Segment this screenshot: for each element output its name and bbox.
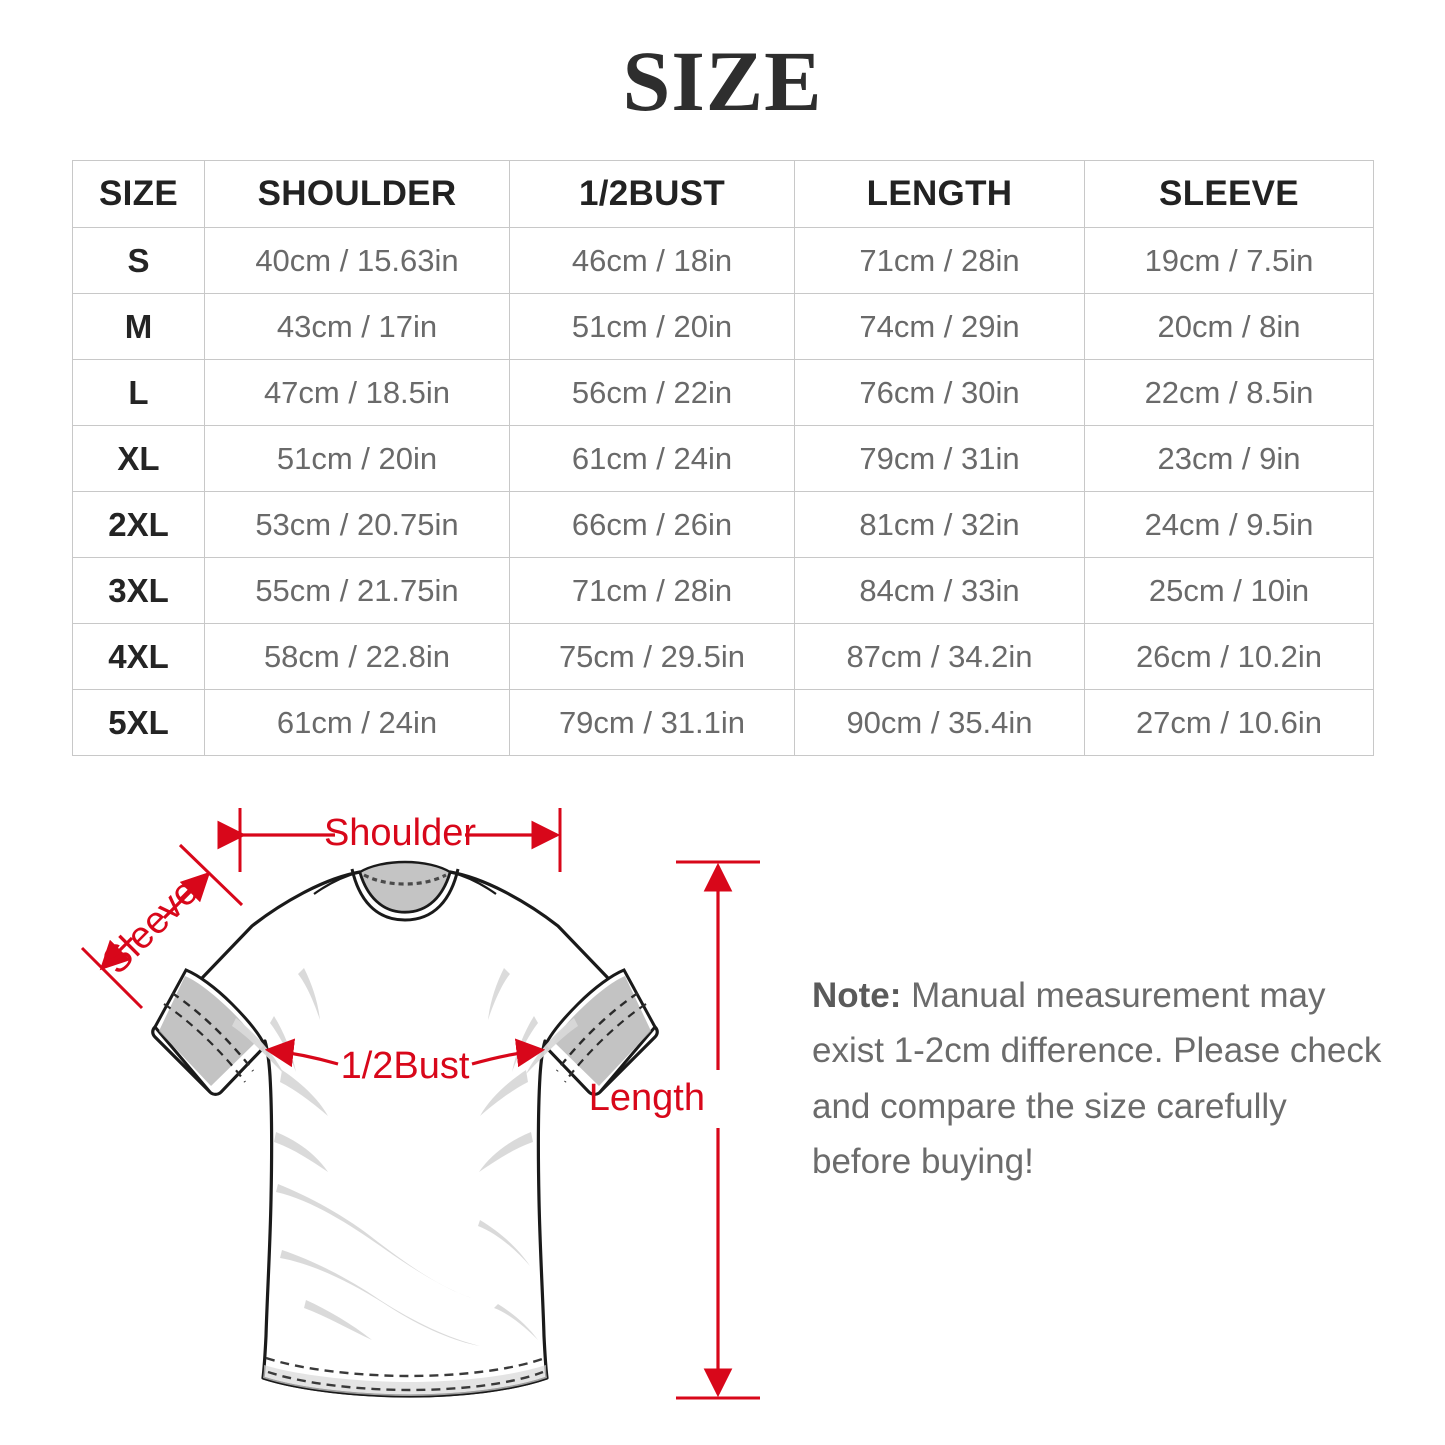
cell-size: S [72, 227, 205, 294]
table-row: 2XL 53cm / 20.75in 66cm / 26in 81cm / 32… [72, 491, 1374, 558]
page-title: SIZE [622, 33, 823, 129]
table-header-row: SIZE SHOULDER 1/2BUST LENGTH SLEEVE [72, 160, 1374, 228]
length-label: Length [589, 1077, 705, 1119]
shoulder-seam-left [313, 870, 361, 895]
size-chart-table: SIZE SHOULDER 1/2BUST LENGTH SLEEVE S 40… [72, 160, 1374, 756]
note-text: Manual measurement may exist 1-2cm diffe… [812, 976, 1382, 1181]
bust-label: 1/2Bust [341, 1045, 470, 1087]
tshirt-illustration [151, 860, 659, 1398]
sleeve-arrow-upper [162, 871, 211, 920]
cell-shoulder: 40cm / 15.63in [204, 227, 510, 294]
column-header-bust: 1/2BUST [509, 160, 795, 228]
bust-annotation: 1/2Bust [264, 1038, 546, 1087]
cell-sleeve: 25cm / 10in [1084, 557, 1374, 624]
cell-bust: 46cm / 18in [509, 227, 795, 294]
note-label: Note: [812, 976, 902, 1015]
cell-bust: 51cm / 20in [509, 293, 795, 360]
cell-size: 5XL [72, 689, 205, 756]
bottom-hem-fill [263, 1365, 547, 1396]
table-header: SIZE SHOULDER 1/2BUST LENGTH SLEEVE [72, 160, 1374, 228]
cell-shoulder: 55cm / 21.75in [204, 557, 510, 624]
shoulder-label: Shoulder [324, 812, 476, 854]
collar-inner [358, 860, 452, 914]
cell-sleeve: 26cm / 10.2in [1084, 623, 1374, 690]
sleeve-cuff-right-stitch2 [564, 1003, 647, 1083]
sleeve-cuff-left-inner [159, 976, 256, 1086]
cell-sleeve: 20cm / 8in [1084, 293, 1374, 360]
table-row: 3XL 55cm / 21.75in 71cm / 28in 84cm / 33… [72, 557, 1374, 624]
cell-bust: 79cm / 31.1in [509, 689, 795, 756]
table-row: 4XL 58cm / 22.8in 75cm / 29.5in 87cm / 3… [72, 623, 1374, 690]
collar-stitch [363, 873, 447, 886]
column-header-length: LENGTH [794, 160, 1085, 228]
cell-sleeve: 22cm / 8.5in [1084, 359, 1374, 426]
measurement-note: Note: Manual measurement may exist 1-2cm… [812, 968, 1382, 1189]
cell-length: 74cm / 29in [794, 293, 1085, 360]
cell-sleeve: 23cm / 9in [1084, 425, 1374, 492]
table-row: XL 51cm / 20in 61cm / 24in 79cm / 31in 2… [72, 425, 1374, 492]
cell-size: 2XL [72, 491, 205, 558]
cell-bust: 66cm / 26in [509, 491, 795, 558]
bottom-hem-stitch-lower [267, 1370, 544, 1392]
length-annotation: Length [589, 860, 760, 1400]
cell-length: 90cm / 35.4in [794, 689, 1085, 756]
sleeve-cuff-right-inner [554, 976, 651, 1086]
cell-size: 3XL [72, 557, 205, 624]
cell-sleeve: 24cm / 9.5in [1084, 491, 1374, 558]
cell-length: 79cm / 31in [794, 425, 1085, 492]
cell-shoulder: 47cm / 18.5in [204, 359, 510, 426]
tshirt-measurement-diagram: Shoulder Sleeve 1/2Bust Length [60, 780, 800, 1430]
shoulder-seam-right [449, 870, 497, 895]
cell-shoulder: 53cm / 20.75in [204, 491, 510, 558]
size-chart-table-container: SIZE SHOULDER 1/2BUST LENGTH SLEEVE S 40… [72, 160, 1374, 756]
column-header-sleeve: SLEEVE [1084, 160, 1374, 228]
column-header-size: SIZE [72, 160, 205, 228]
sleeve-extension-lower [80, 946, 144, 1010]
sleeve-cuff-left-stitch2 [163, 1003, 246, 1083]
bust-arrow-left [264, 1038, 339, 1068]
collar-outline [350, 868, 460, 922]
sleeve-arrow-lower [99, 936, 134, 971]
cell-shoulder: 51cm / 20in [204, 425, 510, 492]
bottom-hem-stitch-upper [265, 1356, 546, 1378]
cell-size: XL [72, 425, 205, 492]
sleeve-cuff-left-stitch [171, 991, 254, 1072]
column-header-shoulder: SHOULDER [204, 160, 510, 228]
cell-length: 76cm / 30in [794, 359, 1085, 426]
cell-shoulder: 43cm / 17in [204, 293, 510, 360]
table-body: S 40cm / 15.63in 46cm / 18in 71cm / 28in… [72, 227, 1374, 756]
cell-size: 4XL [72, 623, 205, 690]
sleeve-cuff-right-stitch [556, 991, 639, 1072]
cell-length: 81cm / 32in [794, 491, 1085, 558]
cell-sleeve: 19cm / 7.5in [1084, 227, 1374, 294]
table-row: S 40cm / 15.63in 46cm / 18in 71cm / 28in… [72, 227, 1374, 294]
cell-size: M [72, 293, 205, 360]
sleeve-label: Sleeve [95, 871, 207, 983]
cell-size: L [72, 359, 205, 426]
table-row: M 43cm / 17in 51cm / 20in 74cm / 29in 20… [72, 293, 1374, 360]
cell-bust: 56cm / 22in [509, 359, 795, 426]
shoulder-annotation: Shoulder [217, 808, 562, 872]
cell-shoulder: 58cm / 22.8in [204, 623, 510, 690]
tshirt-outline [151, 870, 659, 1398]
cell-shoulder: 61cm / 24in [204, 689, 510, 756]
sleeve-extension-upper [178, 843, 244, 907]
fabric-shading [232, 968, 578, 1346]
table-row: 5XL 61cm / 24in 79cm / 31.1in 90cm / 35.… [72, 689, 1374, 756]
cell-sleeve: 27cm / 10.6in [1084, 689, 1374, 756]
table-row: L 47cm / 18.5in 56cm / 22in 76cm / 30in … [72, 359, 1374, 426]
bust-arrow-right [471, 1038, 546, 1068]
cell-bust: 61cm / 24in [509, 425, 795, 492]
cell-length: 87cm / 34.2in [794, 623, 1085, 690]
cell-bust: 75cm / 29.5in [509, 623, 795, 690]
cell-length: 71cm / 28in [794, 227, 1085, 294]
cell-length: 84cm / 33in [794, 557, 1085, 624]
cell-bust: 71cm / 28in [509, 557, 795, 624]
